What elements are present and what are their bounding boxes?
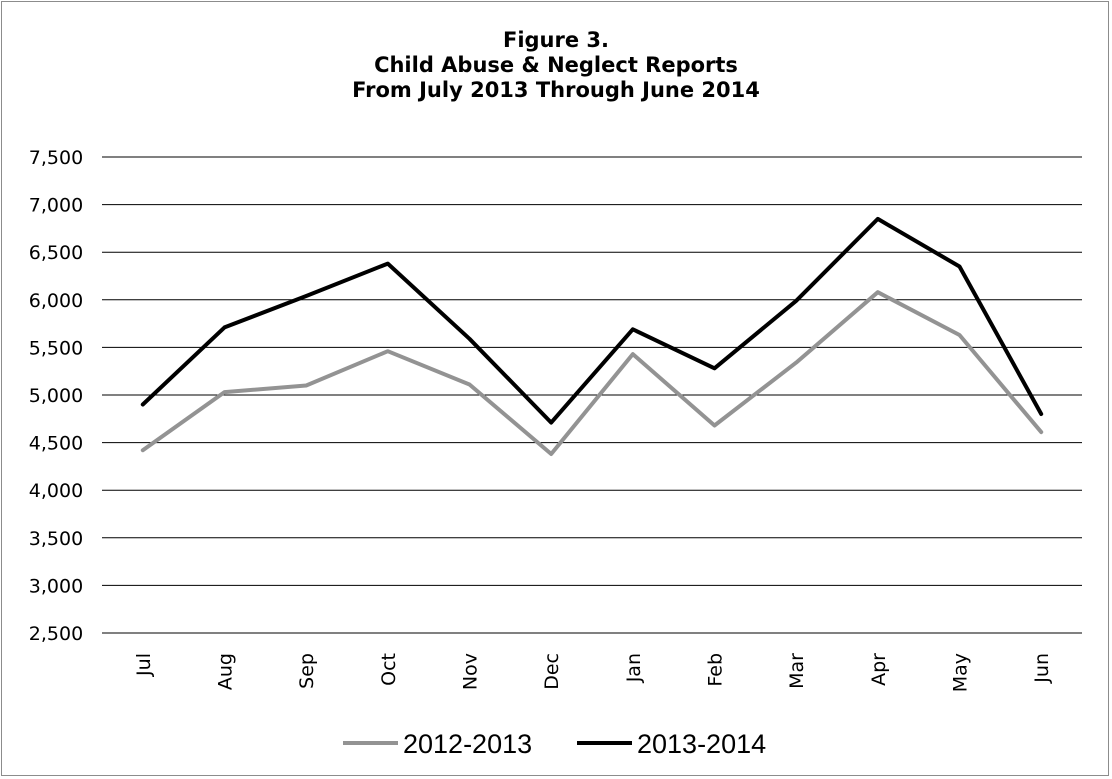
series-line-2012-2013 <box>140 290 1044 456</box>
x-tick-label-feb: Feb <box>705 653 727 687</box>
series-lines <box>140 216 1044 456</box>
x-tick-label-apr: Apr <box>868 653 890 686</box>
x-axis-ticks: Jul Aug Sep Oct Nov Dec Jan Feb Mar Apr May Jun <box>133 653 1053 692</box>
chart-title-line-1: Figure 3. <box>502 28 610 52</box>
x-tick-label-sep: Sep <box>296 653 318 689</box>
y-tick-label: 5,500 <box>29 337 83 359</box>
x-tick-label-jan: Jan <box>623 653 645 683</box>
x-tick-label-jun: Jun <box>1031 653 1053 684</box>
legend-label-2013-2014: 2013-2014 <box>637 729 766 759</box>
y-tick-label: 5,000 <box>29 385 83 407</box>
x-tick-label-oct: Oct <box>378 653 400 686</box>
x-tick-label-may: May <box>950 653 972 692</box>
y-tick-label: 3,500 <box>29 528 83 550</box>
y-tick-label: 3,000 <box>29 575 83 597</box>
y-tick-label: 6,000 <box>29 290 83 312</box>
legend-label-2012-2013: 2012-2013 <box>403 729 532 759</box>
gridlines <box>102 156 1082 634</box>
series-line-2013-2014 <box>140 216 1044 425</box>
x-tick-label-dec: Dec <box>541 653 563 690</box>
legend: 2012-2013 2013-2014 <box>343 729 766 759</box>
y-tick-label: 2,500 <box>29 623 83 645</box>
chart-title-line-3: From July 2013 Through June 2014 <box>352 78 760 102</box>
chart-title: Figure 3. Child Abuse & Neglect Reports … <box>0 28 1112 103</box>
x-tick-label-jul: Jul <box>133 653 155 677</box>
x-tick-label-mar: Mar <box>786 653 808 689</box>
x-tick-label-nov: Nov <box>460 653 482 690</box>
chart-title-line-2: Child Abuse & Neglect Reports <box>374 53 738 77</box>
y-tick-label: 6,500 <box>29 242 83 264</box>
y-tick-label: 7,000 <box>29 195 83 217</box>
x-tick-label-aug: Aug <box>215 653 237 690</box>
y-tick-label: 4,000 <box>29 480 83 502</box>
y-tick-label: 7,500 <box>29 147 83 169</box>
y-tick-label: 4,500 <box>29 433 83 455</box>
y-axis-ticks: 2,500 3,000 3,500 4,000 4,500 5,000 5,500 6,000… <box>29 147 83 645</box>
